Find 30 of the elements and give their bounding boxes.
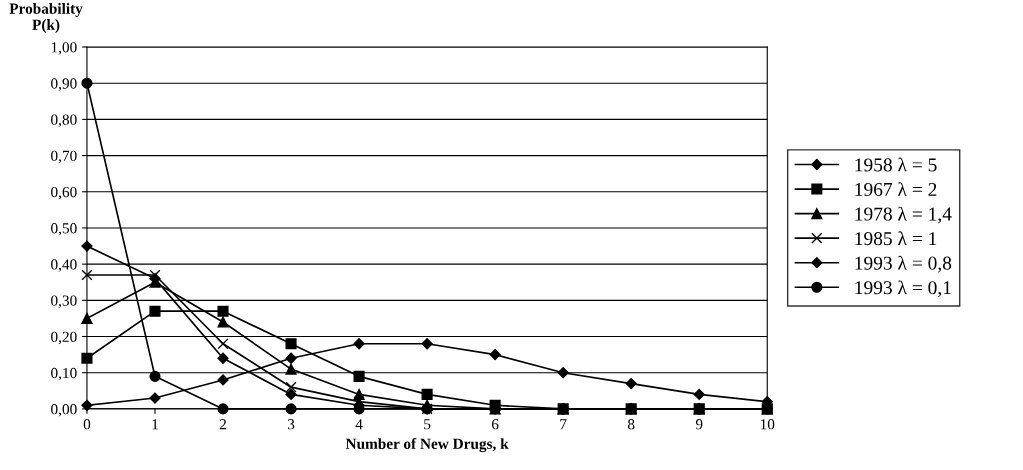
y-tick-label: 0,00: [51, 404, 77, 417]
x-tick-label: 0: [83, 419, 91, 430]
legend-label: 1967 λ = 2: [855, 182, 937, 197]
y-axis-title: Probability P(k): [9, 3, 83, 33]
legend-label: 1978 λ = 1,4: [855, 206, 952, 224]
y-tick-label: 0,40: [51, 259, 77, 272]
y-tick-label: 0,10: [51, 367, 77, 381]
y-tick-label: 1,00: [51, 42, 77, 55]
y-tick-label: 0,90: [51, 78, 77, 91]
legend-label: 1993 λ = 0,1: [855, 280, 951, 298]
x-tick-label: 3: [287, 419, 295, 430]
y-tick-label: 0,70: [51, 150, 77, 164]
y-tick-label: 0,50: [51, 223, 77, 236]
y-tick-label: 0,60: [51, 186, 77, 200]
x-tick-label: 9: [695, 419, 703, 430]
y-tick-label: 0,30: [51, 295, 77, 308]
x-tick-label: 6: [491, 419, 499, 430]
x-tick-label: 8: [627, 419, 635, 430]
x-tick-label: 2: [219, 419, 226, 430]
x-tick-label: 7: [560, 419, 567, 430]
legend-label: 1958 λ = 5: [855, 157, 937, 172]
x-tick-label: 5: [424, 419, 431, 430]
legend-label: 1993 λ = 0,8: [855, 255, 952, 273]
x-tick-label: 10: [760, 419, 775, 430]
x-axis-title: Number of New Drugs, k: [345, 438, 509, 453]
legend-label: 1985 λ = 1: [855, 231, 937, 246]
x-tick-label: 1: [152, 419, 158, 430]
x-tick-label: 4: [355, 419, 363, 430]
y-tick-label: 0,20: [51, 331, 77, 345]
y-tick-label: 0,80: [51, 114, 77, 128]
